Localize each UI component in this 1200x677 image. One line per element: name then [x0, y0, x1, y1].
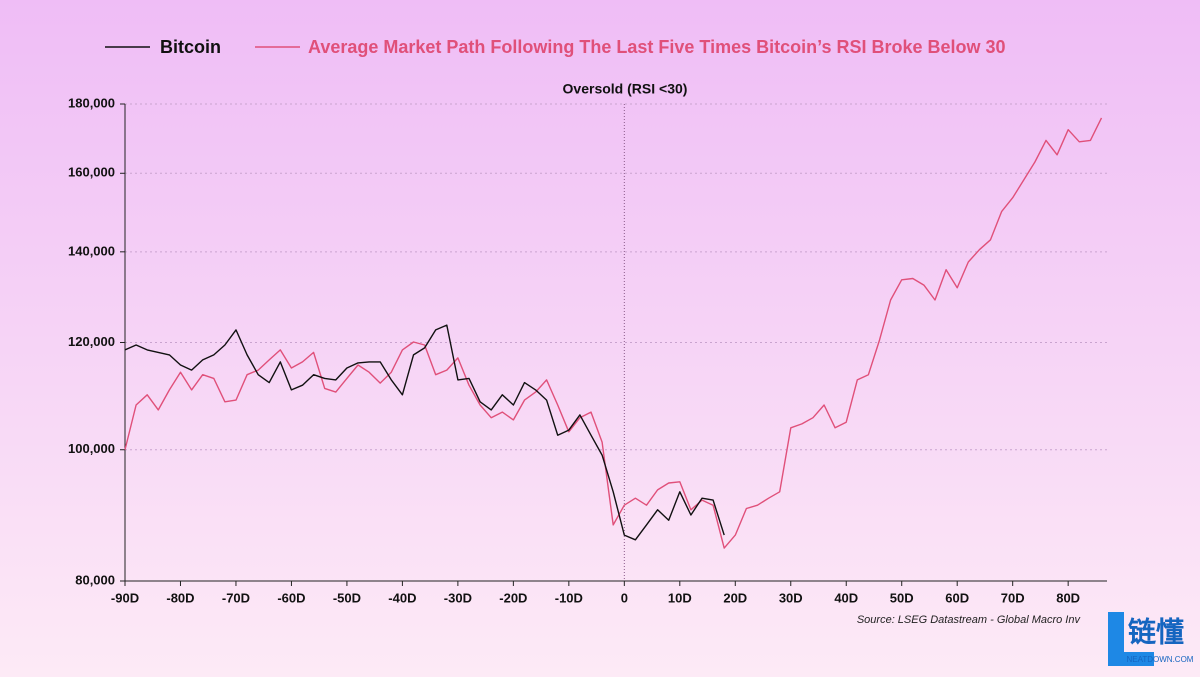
- x-tick-label: -90D: [111, 590, 139, 605]
- logo-text: 链懂: [1128, 616, 1184, 647]
- x-tick-label: 80D: [1056, 590, 1080, 605]
- x-tick-label: 20D: [723, 590, 747, 605]
- x-tick-label: 0: [621, 590, 628, 605]
- x-tick-label: -70D: [222, 590, 250, 605]
- x-tick-label: -60D: [277, 590, 305, 605]
- x-tick-label: -40D: [388, 590, 416, 605]
- source: Source: LSEG Datastream - Global Macro I…: [857, 614, 1082, 626]
- x-tick-label: -20D: [499, 590, 527, 605]
- x-tick-label: 10D: [668, 590, 692, 605]
- x-tick-label: -80D: [166, 590, 194, 605]
- x-tick-label: 70D: [1001, 590, 1025, 605]
- y-tick-label: 80,000: [75, 572, 115, 587]
- y-tick-label: 120,000: [68, 334, 115, 349]
- legend-label: Bitcoin: [160, 37, 221, 57]
- x-tick-label: 50D: [890, 590, 914, 605]
- y-tick-label: 140,000: [68, 243, 115, 258]
- logo-site: NEATDOWN.COM: [1127, 655, 1194, 664]
- x-tick-label: 40D: [834, 590, 858, 605]
- y-tick-label: 100,000: [68, 441, 115, 456]
- legend-label: Average Market Path Following The Last F…: [308, 37, 1006, 57]
- annotation: Oversold (RSI <30): [563, 81, 688, 97]
- x-tick-label: 60D: [945, 590, 969, 605]
- series-line: [124, 324, 725, 541]
- series-line: [124, 117, 1103, 549]
- x-tick-label: -10D: [555, 590, 583, 605]
- x-tick-label: -30D: [444, 590, 472, 605]
- x-tick-label: 30D: [779, 590, 803, 605]
- y-tick-label: 180,000: [68, 95, 115, 110]
- logo-mark: [1108, 612, 1154, 666]
- watermark: 链懂 NEATDOWN.COM: [1108, 612, 1194, 666]
- y-tick-label: 160,000: [68, 165, 115, 180]
- x-tick-label: -50D: [333, 590, 361, 605]
